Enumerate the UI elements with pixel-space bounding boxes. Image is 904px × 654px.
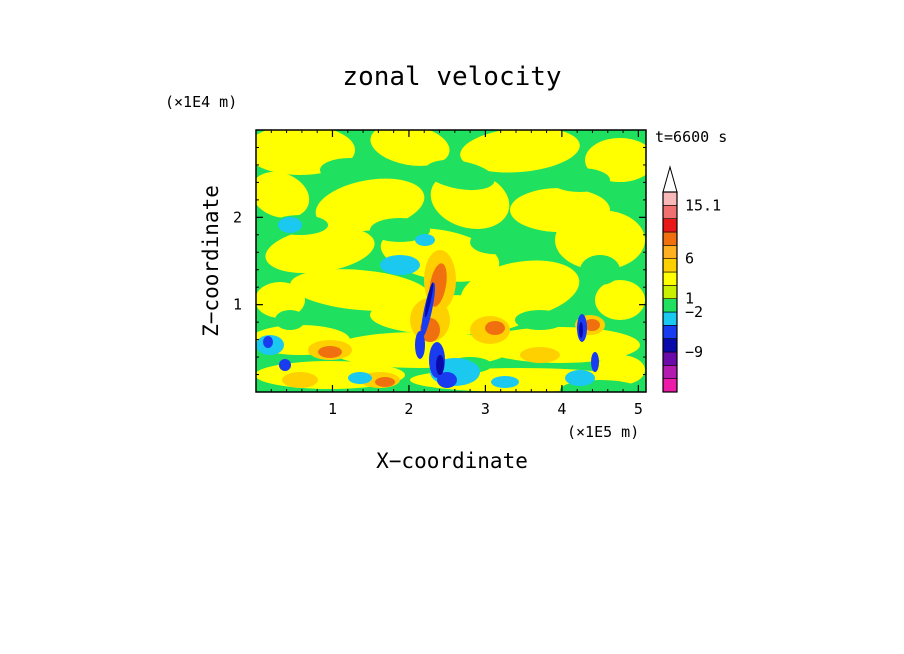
yellow-region bbox=[480, 327, 640, 363]
contour-field bbox=[256, 130, 646, 392]
x-tick-label: 4 bbox=[557, 400, 566, 418]
darkblue-region bbox=[424, 282, 434, 318]
colorbar-swatch bbox=[662, 245, 678, 259]
gold-region bbox=[282, 372, 318, 388]
yellow-region bbox=[256, 171, 310, 219]
green-region bbox=[580, 255, 620, 285]
plot-frame bbox=[255, 129, 647, 393]
colorbar-swatch bbox=[662, 311, 678, 326]
colorbar: 15.1 6 1−2 −9 bbox=[662, 165, 721, 393]
cyan-region bbox=[278, 217, 302, 233]
colorbar-label: 6 bbox=[685, 250, 694, 268]
orange-region bbox=[318, 346, 342, 358]
x-tick-label: 2 bbox=[404, 400, 413, 418]
y-unit-label: (×1E4 m) bbox=[165, 93, 237, 111]
yellow-region bbox=[370, 130, 450, 166]
colorbar-label: −2 bbox=[685, 303, 703, 321]
cyan-region bbox=[348, 372, 372, 384]
blue-region bbox=[437, 372, 457, 388]
orange-region bbox=[375, 377, 395, 387]
colorbar-label: 1 bbox=[685, 290, 694, 308]
green-region bbox=[470, 225, 530, 255]
blue-region bbox=[591, 352, 599, 372]
time-label: t=6600 s bbox=[655, 128, 727, 146]
cyan-region bbox=[380, 255, 420, 275]
green-region bbox=[275, 310, 305, 330]
x-tick-label: 3 bbox=[481, 400, 490, 418]
colorbar-swatch bbox=[662, 231, 678, 246]
colorbar-label: 15.1 bbox=[685, 196, 721, 214]
y-tick-label: 2 bbox=[233, 208, 242, 226]
yellow-region bbox=[290, 269, 430, 311]
yellow-region bbox=[555, 210, 645, 270]
x-axis: 1 2 3 4 5 bbox=[270, 130, 643, 418]
colorbar-swatch bbox=[662, 258, 678, 273]
colorbar-swatch bbox=[662, 298, 678, 313]
colorbar-swatch bbox=[662, 205, 678, 219]
yellow-region bbox=[265, 226, 375, 274]
colorbar-swatch bbox=[662, 285, 678, 299]
blue-region bbox=[263, 336, 273, 348]
x-tick-label: 5 bbox=[634, 400, 643, 418]
colorbar-swatch bbox=[662, 218, 678, 233]
green-region bbox=[550, 168, 610, 192]
colorbar-frame bbox=[662, 191, 678, 393]
colorbar-overflow-triangle bbox=[662, 165, 678, 193]
green-region bbox=[515, 310, 565, 330]
yellow-region bbox=[595, 280, 645, 320]
blue-region bbox=[415, 331, 425, 359]
colorbar-swatch bbox=[662, 378, 678, 393]
blue-region bbox=[279, 359, 291, 371]
yellow-region bbox=[256, 282, 305, 318]
green-region bbox=[320, 158, 380, 182]
gold-region bbox=[520, 347, 560, 363]
colorbar-swatch bbox=[662, 351, 678, 366]
cyan-region bbox=[491, 376, 519, 388]
colorbar-swatch bbox=[662, 365, 678, 379]
yellow-region bbox=[460, 130, 580, 173]
x-tick-label: 1 bbox=[328, 400, 337, 418]
cyan-region bbox=[565, 370, 595, 386]
y-tick-label: 1 bbox=[233, 296, 242, 314]
x-unit-label: (×1E5 m) bbox=[567, 423, 639, 441]
y-axis-label: Z−coordinate bbox=[199, 185, 223, 337]
cyan-region bbox=[415, 234, 435, 246]
yellow-region bbox=[585, 138, 646, 182]
green-region bbox=[370, 218, 430, 242]
orange-region bbox=[485, 321, 505, 335]
colorbar-swatch bbox=[662, 338, 678, 353]
green-region bbox=[425, 159, 495, 191]
colorbar-label: −9 bbox=[685, 343, 703, 361]
colorbar-swatch bbox=[662, 325, 678, 339]
chart-title: zonal velocity bbox=[342, 62, 561, 92]
colorbar-swatch bbox=[662, 271, 678, 286]
orange-region bbox=[584, 319, 600, 331]
darkblue-region bbox=[579, 322, 583, 338]
darkblue-region bbox=[436, 355, 444, 375]
x-axis-label: X−coordinate bbox=[376, 449, 528, 473]
colorbar-swatch bbox=[662, 191, 678, 206]
yellow-region bbox=[595, 355, 645, 385]
y-axis: 12 bbox=[233, 146, 646, 376]
